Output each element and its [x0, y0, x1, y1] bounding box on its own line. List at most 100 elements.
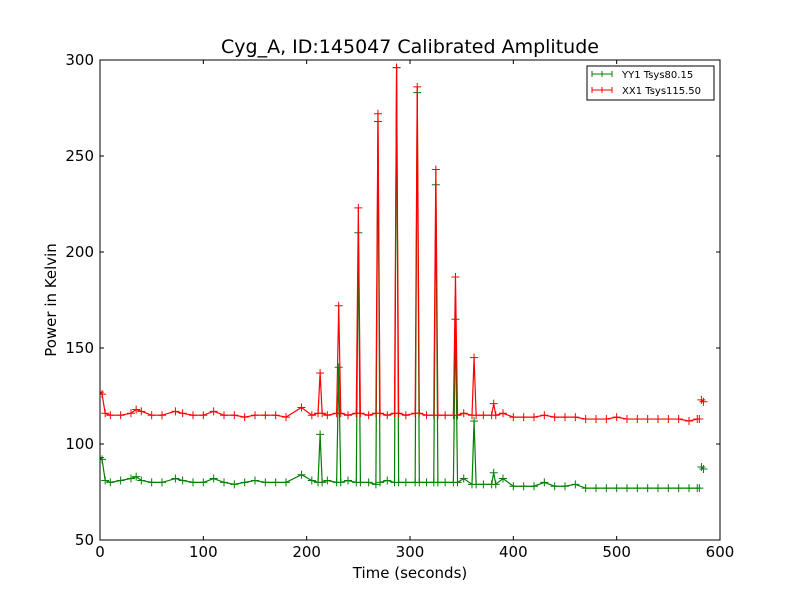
- data-point-marker: [685, 416, 693, 425]
- data-point-marker: [453, 411, 462, 420]
- data-point-marker: [401, 411, 410, 420]
- series-layer: [100, 63, 708, 493]
- data-point-marker: [251, 411, 259, 420]
- data-point-marker: [100, 455, 107, 464]
- data-point-marker: [336, 409, 345, 418]
- data-point-marker: [307, 411, 316, 420]
- legend-label-yy1: YY1 Tsys80.15: [621, 70, 693, 81]
- data-point-marker: [431, 165, 440, 174]
- data-point-marker: [433, 411, 442, 420]
- data-point-marker: [472, 411, 481, 420]
- data-point-marker: [297, 403, 306, 412]
- data-point-marker: [581, 415, 590, 424]
- data-point-marker: [441, 478, 450, 487]
- data-point-marker: [633, 415, 642, 424]
- data-point-marker: [230, 480, 239, 489]
- data-point-marker: [530, 413, 538, 422]
- data-point-marker: [220, 411, 228, 420]
- data-point-marker: [472, 480, 481, 489]
- data-point-marker: [697, 463, 706, 472]
- data-point-marker: [415, 409, 424, 418]
- data-point-marker: [297, 470, 306, 479]
- y-tick-label: 250: [65, 147, 94, 165]
- data-point-marker: [422, 478, 431, 487]
- data-point-marker: [685, 484, 693, 493]
- data-point-marker: [479, 480, 488, 489]
- data-point-marker: [106, 411, 115, 420]
- y-tick-label: 50: [75, 531, 94, 549]
- data-point-marker: [100, 390, 107, 399]
- data-point-marker: [433, 478, 442, 487]
- data-point-marker: [127, 474, 135, 483]
- data-point-marker: [147, 411, 156, 420]
- data-point-marker: [415, 478, 424, 487]
- data-point-marker: [364, 478, 373, 487]
- data-point-marker: [633, 484, 642, 493]
- data-point-marker: [373, 109, 382, 118]
- data-point-marker: [643, 484, 652, 493]
- data-point-marker: [581, 484, 590, 493]
- data-point-marker: [323, 476, 332, 485]
- data-point-marker: [189, 478, 197, 487]
- data-point-marker: [316, 368, 325, 377]
- data-point-marker: [323, 411, 332, 420]
- data-point-marker: [540, 478, 549, 487]
- data-point-marker: [623, 484, 631, 493]
- data-point-marker: [459, 474, 468, 483]
- legend: YY1 Tsys80.15 XX1 Tsys115.50: [586, 65, 715, 101]
- data-point-marker: [100, 388, 104, 397]
- data-point-marker: [509, 413, 518, 422]
- data-point-marker: [101, 409, 110, 418]
- data-point-marker: [101, 476, 110, 485]
- data-point-marker: [147, 478, 156, 487]
- data-point-marker: [470, 353, 479, 362]
- data-point-marker: [519, 413, 528, 422]
- data-point-marker: [282, 478, 290, 487]
- data-point-marker: [199, 478, 208, 487]
- data-point-marker: [540, 411, 549, 420]
- data-point-marker: [251, 476, 259, 485]
- data-point-marker: [459, 409, 468, 418]
- axis-ticks: 0 100 200 300 400 500 600 50 100 150 200 250 300: [65, 51, 734, 561]
- series-xx1: [100, 63, 708, 425]
- data-point-marker: [209, 474, 218, 483]
- data-point-marker: [413, 82, 422, 91]
- data-point-marker: [489, 399, 498, 408]
- data-point-marker: [220, 478, 228, 487]
- data-point-marker: [479, 411, 488, 420]
- data-point-marker: [282, 413, 290, 422]
- data-point-marker: [695, 484, 704, 493]
- y-tick-label: 200: [65, 243, 94, 261]
- data-point-marker: [383, 476, 392, 485]
- data-point-marker: [354, 203, 363, 212]
- data-point-marker: [178, 476, 187, 485]
- data-point-marker: [401, 478, 410, 487]
- chart-title: Cyg_A, ID:145047 Calibrated Amplitude: [221, 36, 599, 58]
- data-point-marker: [336, 478, 345, 487]
- data-point-marker: [132, 405, 141, 414]
- data-point-marker: [356, 478, 365, 487]
- legend-marker-xx1: [591, 87, 613, 93]
- data-point-marker: [489, 468, 498, 477]
- data-point-marker: [318, 478, 327, 487]
- data-point-marker: [550, 482, 559, 491]
- data-point-marker: [392, 63, 401, 72]
- data-point-marker: [376, 409, 385, 418]
- x-tick-label: 300: [396, 543, 425, 561]
- data-point-marker: [499, 474, 507, 483]
- data-point-marker: [240, 478, 249, 487]
- data-point-marker: [394, 478, 403, 487]
- series-yy1: [100, 63, 708, 493]
- x-axis-label: Time (seconds): [352, 564, 468, 582]
- data-point-marker: [561, 482, 569, 491]
- data-point-marker: [376, 478, 385, 487]
- data-point-marker: [261, 478, 270, 487]
- data-point-marker: [602, 484, 611, 493]
- legend-marker-yy1: [591, 71, 613, 77]
- data-point-marker: [158, 411, 166, 420]
- data-point-marker: [240, 413, 249, 422]
- data-point-marker: [199, 411, 208, 420]
- data-point-marker: [561, 413, 569, 422]
- data-point-marker: [344, 411, 352, 420]
- data-point-marker: [453, 478, 462, 487]
